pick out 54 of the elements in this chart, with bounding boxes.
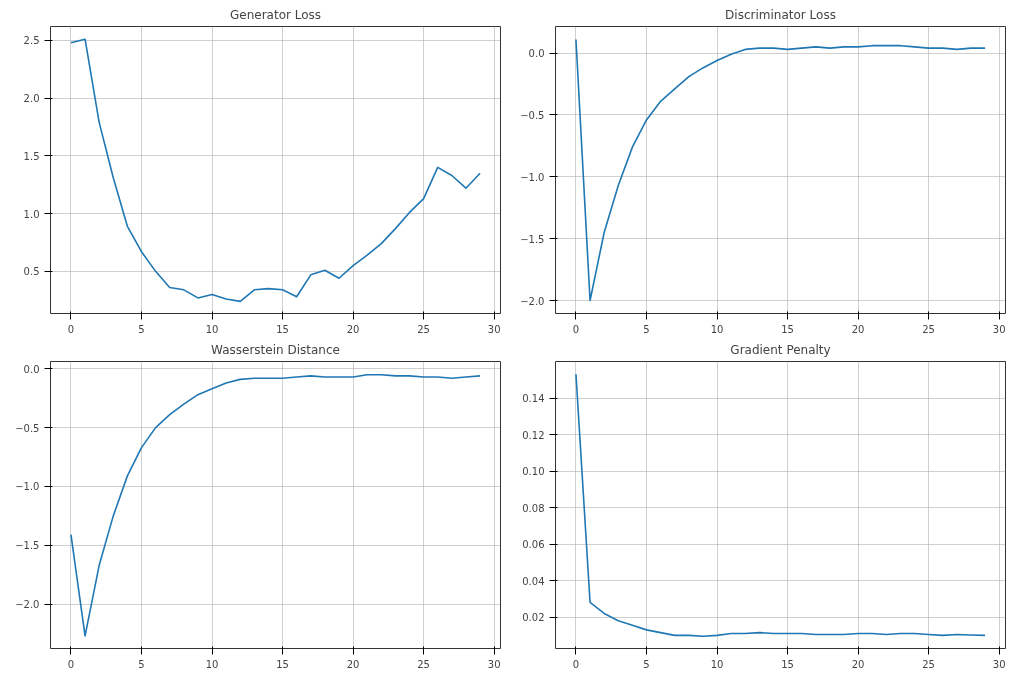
chart-title: Wasserstein Distance [211,342,340,357]
x-tick-label: 15 [781,658,794,670]
y-tick-label: −0.5 [520,109,545,121]
chart-title: Generator Loss [229,7,322,22]
y-tick-label: 2.0 [23,93,40,105]
x-tick-label: 5 [138,323,145,335]
y-tick-label: 0.04 [522,575,545,587]
x-tick-label: 30 [992,323,1006,335]
y-tick-label: −1.0 [520,171,545,183]
x-tick-label: 0 [572,658,580,670]
x-tick-label: 25 [922,323,935,335]
y-tick-label: −0.5 [15,422,40,434]
x-tick-label: 25 [417,323,430,335]
x-tick-label: 25 [922,658,935,670]
x-tick-label: 30 [992,658,1006,670]
x-tick-label: 20 [346,658,360,670]
x-tick-label: 20 [851,658,865,670]
y-tick-label: 0.10 [522,466,545,478]
y-tick-label: 0.06 [522,539,545,551]
y-tick-label: 2.5 [23,35,40,47]
x-tick-label: 5 [643,323,650,335]
y-tick-label: 0.08 [522,502,545,514]
y-tick-label: 0.5 [23,266,40,278]
y-tick-label: −2.0 [15,599,40,611]
x-tick-label: 10 [710,323,724,335]
x-tick-label: 15 [781,323,794,335]
x-tick-label: 20 [346,323,360,335]
y-tick-label: −2.0 [520,295,545,307]
y-tick-label: −1.5 [15,540,40,552]
x-tick-label: 0 [572,323,580,335]
x-tick-label: 10 [205,658,219,670]
x-tick-label: 25 [417,658,430,670]
x-tick-label: 15 [276,658,289,670]
y-tick-label: 0.0 [528,48,545,60]
x-tick-label: 5 [138,658,145,670]
chart-title: Discriminator Loss [725,7,836,22]
y-tick-label: −1.0 [15,481,40,493]
x-tick-label: 15 [276,323,289,335]
x-tick-label: 5 [643,658,650,670]
x-tick-label: 30 [487,323,501,335]
y-tick-label: 0.02 [522,612,545,624]
x-tick-label: 10 [710,658,724,670]
x-tick-label: 0 [67,323,75,335]
y-tick-label: 1.0 [23,208,40,220]
x-tick-label: 30 [487,658,501,670]
y-tick-label: 0.14 [522,393,545,405]
x-tick-label: 10 [205,323,219,335]
y-tick-label: −1.5 [520,233,545,245]
x-tick-label: 0 [67,658,75,670]
x-tick-label: 20 [851,323,865,335]
y-tick-label: 1.5 [23,150,40,162]
y-tick-label: 0.12 [522,429,545,441]
chart-title: Gradient Penalty [730,342,831,357]
y-tick-label: 0.0 [23,363,40,375]
